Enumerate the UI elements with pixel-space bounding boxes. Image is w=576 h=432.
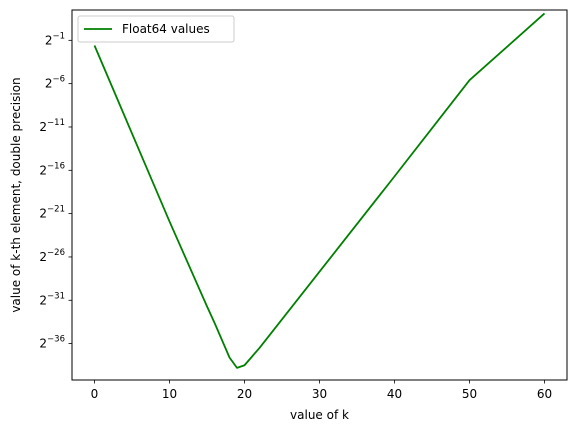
y-axis-label: value of k-th element, double precision <box>9 77 23 312</box>
legend-box <box>77 15 235 43</box>
x-tick-label: 20 <box>237 387 252 401</box>
y-tick-label: 2−6 <box>45 75 65 91</box>
y-tick-label: 2−16 <box>39 161 65 177</box>
series-line-0 <box>93 12 546 369</box>
y-tick-label: 2−21 <box>39 205 65 221</box>
legend: Float64 values <box>77 15 235 43</box>
x-tick-label: 60 <box>537 387 552 401</box>
x-tick-label: 40 <box>387 387 402 401</box>
y-tick-label: 2−36 <box>39 335 65 351</box>
axis-ticks: 0 10 20 30 40 50 60 2−1 2−6 2−11 2−16 2−21 2−26 2−31 2… <box>39 31 552 401</box>
series-group <box>93 12 546 369</box>
x-tick-label: 30 <box>312 387 327 401</box>
x-tick-label: 50 <box>462 387 477 401</box>
y-tick-label: 2−31 <box>39 291 65 307</box>
x-axis-label: value of k <box>290 408 349 422</box>
x-tick-label: 10 <box>162 387 177 401</box>
x-tick-label: 0 <box>91 387 99 401</box>
legend-entry-label: Float64 values <box>122 22 210 36</box>
y-tick-label: 2−26 <box>39 248 65 264</box>
y-tick-label: 2−1 <box>45 31 65 47</box>
plot-frame <box>71 9 568 381</box>
y-tick-label: 2−11 <box>39 118 65 134</box>
